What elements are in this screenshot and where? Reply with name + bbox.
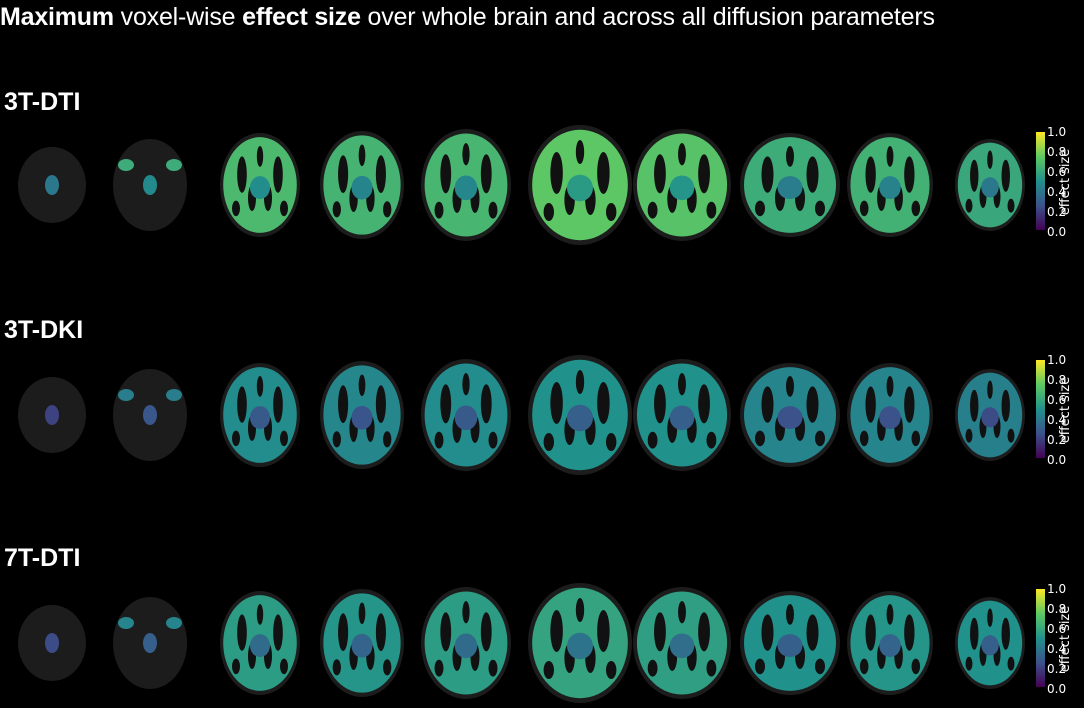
colorbar-ticks-3t-dki: 1.0 0.8 0.6 0.4 0.2 0.0 (1047, 353, 1069, 467)
colorbar-tick-label: 0.6 (1047, 393, 1067, 407)
colorbar-tick-label: 0.0 (1047, 453, 1067, 467)
brain-slice (320, 589, 404, 697)
colorbar-tick-label: 0.4 (1047, 413, 1067, 427)
colorbar-3t-dti (1036, 132, 1045, 230)
colorbar-tick-label: 0.2 (1047, 205, 1067, 219)
brain-slice (320, 361, 404, 469)
colorbar-tick-label: 0.8 (1047, 602, 1067, 616)
row-label-3t-dti: 3T-DTI (4, 88, 81, 116)
colorbar-tick-label: 0.8 (1047, 145, 1067, 159)
row-label-3t-dki: 3T-DKI (4, 316, 84, 344)
brain-slice (421, 359, 511, 471)
brain-slice (740, 363, 840, 467)
colorbar-tick-label: 0.8 (1047, 373, 1067, 387)
colorbar-3t-dki (1036, 360, 1045, 458)
brain-slice-row-7t-dti (0, 578, 1030, 708)
brain-slice (18, 377, 86, 453)
colorbar-tick-label: 0.4 (1047, 185, 1067, 199)
brain-slice (633, 359, 731, 471)
title-text-2: over whole brain and across all diffusio… (360, 3, 935, 31)
title-text-1: voxel-wise (113, 3, 243, 31)
brain-slice (633, 129, 731, 241)
brain-slice (955, 597, 1025, 689)
brain-slice (18, 147, 86, 223)
brain-slice (528, 125, 632, 245)
figure-title: Maximum voxel-wise effect size over whol… (0, 2, 1084, 36)
brain-slice (955, 139, 1025, 231)
brain-slice (955, 369, 1025, 461)
brain-slice (220, 133, 300, 237)
brain-slice (740, 591, 840, 695)
colorbar-7t-dti (1036, 589, 1045, 687)
brain-slice-row-3t-dki (0, 350, 1030, 480)
colorbar-tick-label: 0.0 (1047, 225, 1067, 239)
brain-slice (18, 605, 86, 681)
colorbar-tick-label: 0.0 (1047, 682, 1067, 696)
brain-slice (113, 369, 187, 461)
colorbar-tick-label: 1.0 (1047, 353, 1067, 367)
brain-slice (421, 129, 511, 241)
colorbar-tick-label: 1.0 (1047, 582, 1067, 596)
title-bold-2: effect size (242, 3, 361, 31)
brain-slice (421, 587, 511, 699)
brain-slice (528, 583, 632, 703)
brain-slice (847, 591, 933, 695)
colorbar-tick-label: 0.6 (1047, 622, 1067, 636)
brain-slice (113, 139, 187, 231)
brain-slice (633, 587, 731, 699)
row-label-7t-dti: 7T-DTI (4, 544, 81, 572)
brain-slice (847, 363, 933, 467)
brain-slice (847, 133, 933, 237)
colorbar-tick-label: 0.6 (1047, 165, 1067, 179)
colorbar-tick-label: 1.0 (1047, 125, 1067, 139)
colorbar-tick-label: 0.4 (1047, 642, 1067, 656)
brain-slice (528, 355, 632, 475)
colorbar-label-3t-dti: effect size (1058, 148, 1073, 216)
brain-slice (113, 597, 187, 689)
colorbar-label-7t-dti: effect size (1058, 605, 1073, 673)
title-bold-1: Maximum (0, 3, 114, 31)
colorbar-tick-label: 0.2 (1047, 433, 1067, 447)
brain-slice-row-3t-dti (0, 120, 1030, 250)
brain-slice (220, 363, 300, 467)
colorbar-tick-label: 0.2 (1047, 662, 1067, 676)
brain-slice (320, 131, 404, 239)
brain-slice (740, 133, 840, 237)
colorbar-ticks-7t-dti: 1.0 0.8 0.6 0.4 0.2 0.0 (1047, 582, 1069, 696)
brain-slice (220, 591, 300, 695)
colorbar-ticks-3t-dti: 1.0 0.8 0.6 0.4 0.2 0.0 (1047, 125, 1069, 239)
colorbar-label-3t-dki: effect size (1058, 376, 1073, 444)
